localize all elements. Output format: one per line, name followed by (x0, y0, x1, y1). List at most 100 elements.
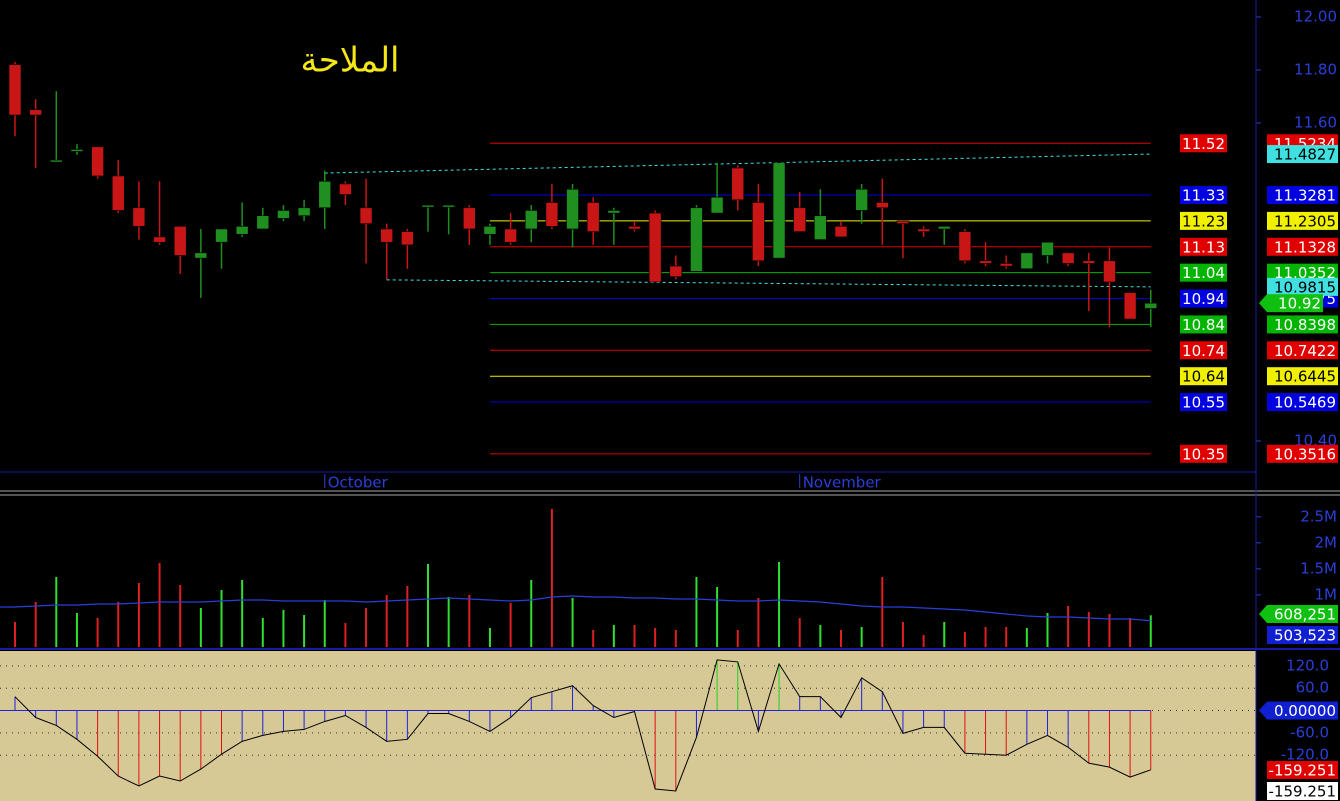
month-label: November (803, 474, 882, 492)
candle-body (1061, 252, 1075, 264)
level-label: 10.55 (1182, 394, 1225, 412)
channel-axis-label-box (1267, 145, 1338, 164)
candle-body (917, 228, 930, 232)
candle-body (297, 207, 311, 217)
y-tick-label: -60.0 (1290, 723, 1329, 741)
candle-body (49, 159, 63, 163)
y-tick-label: 120.0 (1286, 656, 1329, 674)
candle-body (566, 188, 579, 230)
level-axis-label: 11.0352 (1274, 264, 1336, 282)
candle-body (586, 202, 600, 232)
candle-body (1144, 302, 1158, 309)
candle-body (628, 226, 641, 230)
level-axis-label: 11.2305 (1274, 212, 1336, 230)
average-last-label-box (1267, 626, 1338, 644)
candle-body (1041, 241, 1054, 256)
y-tick-label: 2.5M (1300, 507, 1337, 525)
last-price-label: 10.92 (1278, 295, 1321, 313)
candle-body (339, 183, 352, 195)
level-axis-label: 10.7422 (1274, 342, 1336, 360)
level-label: 10.84 (1182, 316, 1225, 334)
candle-body (752, 202, 765, 262)
candle-body (359, 207, 373, 224)
candle-body (8, 64, 22, 116)
volume-last-label-box (1267, 605, 1338, 623)
level-label-box (1180, 367, 1227, 386)
volume-last-label-arrow (1259, 605, 1267, 623)
candle-body (29, 109, 42, 116)
candle-body (979, 260, 992, 264)
candle-body (215, 228, 228, 243)
candle-body (814, 215, 827, 240)
level-label: 11.23 (1182, 212, 1225, 230)
level-label: 11.04 (1182, 264, 1225, 282)
level-label-box (1180, 186, 1227, 205)
level-label-box (1180, 211, 1227, 230)
candle-body (173, 226, 187, 256)
level-axis-label-box (1267, 341, 1338, 360)
candle-body (1103, 260, 1116, 283)
level-label-box (1180, 134, 1227, 153)
candle-body (524, 210, 538, 230)
y-tick-label: 60.0 (1296, 679, 1329, 697)
level-label-box (1180, 237, 1227, 256)
y-tick-label: -120.0 (1281, 746, 1329, 764)
level-label-box (1180, 315, 1227, 334)
candle-body (999, 263, 1013, 267)
oscillator-last-label: -159.251 (1269, 762, 1336, 780)
candle-body (318, 180, 332, 209)
candle-body (91, 146, 104, 177)
level-axis-label-box (1267, 237, 1338, 256)
level-label: 10.64 (1182, 368, 1225, 386)
candle-body (504, 228, 517, 243)
level-axis-label: 10.6445 (1274, 368, 1336, 386)
level-label: 11.52 (1182, 135, 1225, 153)
candle-body (1020, 252, 1034, 270)
candle-body (958, 231, 972, 262)
oscillator-min-label-box (1267, 782, 1338, 800)
level-label: 11.13 (1182, 238, 1225, 256)
zero-label-arrow (1259, 701, 1267, 720)
oscillator-background (0, 651, 1256, 801)
candle-body (132, 207, 146, 227)
oscillator-min-label: -159.251 (1269, 783, 1336, 801)
candle-body (834, 226, 848, 238)
zero-label-box (1267, 701, 1338, 720)
level-axis-label: 10.8398 (1274, 316, 1336, 334)
level-axis-label-box (1267, 186, 1338, 205)
level-label-box (1180, 444, 1227, 463)
channel-axis-label: 10.9815 (1274, 278, 1336, 296)
y-tick-label: 11.80 (1294, 60, 1337, 78)
channel-line (386, 279, 1151, 288)
candle-body (194, 252, 208, 259)
volume-average-line (0, 595, 1151, 622)
candle-body (690, 207, 703, 272)
candle-body (1082, 260, 1096, 264)
level-axis-label: 11.1328 (1274, 238, 1336, 256)
level-axis-label-box (1267, 211, 1338, 230)
candle-body (256, 215, 270, 230)
level-axis-label-box (1267, 393, 1338, 412)
oscillator-last-label-box (1267, 761, 1338, 779)
level-label: 11.33 (1182, 187, 1225, 205)
volume-last-label: 608,251 (1274, 606, 1336, 624)
y-tick-label: 2M (1315, 533, 1338, 551)
level-axis-label: 10.3516 (1274, 445, 1336, 463)
candle-body (772, 162, 786, 259)
candle-body (235, 226, 249, 235)
candle-body (153, 236, 166, 243)
level-label: 10.35 (1182, 445, 1225, 463)
candle-body (607, 210, 621, 214)
level-label: 10.74 (1182, 342, 1225, 360)
candle-body (70, 149, 84, 152)
candle-body (937, 226, 951, 230)
last-price-label-box (1267, 294, 1323, 313)
zero-label: 0.00000 (1274, 702, 1336, 720)
average-last-label: 503,523 (1274, 627, 1336, 645)
candle-body (710, 196, 724, 214)
month-label: October (328, 474, 389, 492)
level-label-box (1180, 393, 1227, 412)
y-tick-label: 1.5M (1300, 559, 1337, 577)
